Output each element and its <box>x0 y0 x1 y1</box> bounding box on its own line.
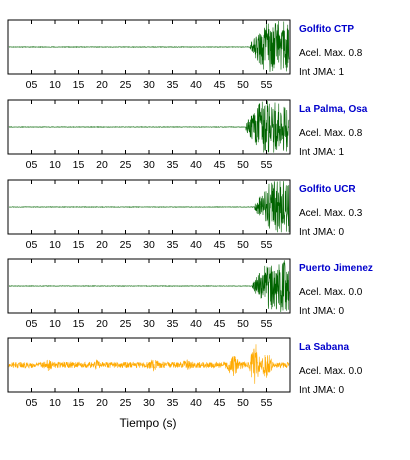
accel-max-label: Acel. Max. 0.8 <box>299 128 363 139</box>
jma-intensity-label: Int JMA: 1 <box>299 147 344 158</box>
x-tick-label: 10 <box>49 239 61 251</box>
x-tick-label: 15 <box>73 318 85 330</box>
x-tick-label: 20 <box>96 239 108 251</box>
x-tick-label: 40 <box>190 79 202 91</box>
x-tick-label: 30 <box>143 159 155 171</box>
x-tick-label: 15 <box>73 397 85 409</box>
panel-4: 05 10 15 20 25 30 35 40 45 50 55 La Sabana Acel. Max… <box>7 337 363 409</box>
jma-intensity-label: Int JMA: 0 <box>299 306 344 317</box>
accel-max-label: Acel. Max. 0.8 <box>299 48 363 59</box>
x-tick-label: 35 <box>167 397 179 409</box>
x-tick-label: 55 <box>261 79 273 91</box>
station-name: Puerto Jimenez <box>299 263 373 274</box>
jma-intensity-label: Int JMA: 0 <box>299 385 344 396</box>
series-trace-3 <box>8 260 290 312</box>
jma-intensity-label: Int JMA: 0 <box>299 227 344 238</box>
panel-2: 05 10 15 20 25 30 35 40 45 50 55 Golfito UCR Acel. M… <box>7 179 363 251</box>
x-tick-label: 20 <box>96 397 108 409</box>
x-tick-label: 50 <box>237 318 249 330</box>
x-tick-label: 30 <box>143 79 155 91</box>
x-tick-label: 25 <box>120 79 132 91</box>
accel-max-label: Acel. Max. 0.3 <box>299 208 363 219</box>
x-tick-label: 50 <box>237 397 249 409</box>
x-tick-label: 40 <box>190 318 202 330</box>
x-tick-label: 50 <box>237 239 249 251</box>
x-tick-label: 15 <box>73 79 85 91</box>
x-tick-label: 05 <box>26 397 38 409</box>
x-tick-label: 40 <box>190 159 202 171</box>
accel-max-label: Acel. Max. 0.0 <box>299 366 363 377</box>
x-tick-label: 30 <box>143 318 155 330</box>
series-trace-4 <box>8 344 290 384</box>
station-name: La Palma, Osa <box>299 104 368 115</box>
station-name: Golfito UCR <box>299 184 356 195</box>
x-tick-label: 25 <box>120 239 132 251</box>
x-tick-label: 20 <box>96 159 108 171</box>
x-tick-label: 40 <box>190 239 202 251</box>
x-tick-label: 50 <box>237 79 249 91</box>
x-tick-label: 25 <box>120 318 132 330</box>
jma-intensity-label: Int JMA: 1 <box>299 67 344 78</box>
x-tick-label: 55 <box>261 159 273 171</box>
x-tick-label: 55 <box>261 239 273 251</box>
station-name: La Sabana <box>299 342 349 353</box>
x-tick-label: 25 <box>120 397 132 409</box>
panel-0: 05 10 15 20 25 30 35 40 45 50 55 Golfito CTP Acel. M… <box>7 19 363 91</box>
x-tick-label: 20 <box>96 79 108 91</box>
x-tick-label: 05 <box>26 79 38 91</box>
x-tick-label: 45 <box>214 239 226 251</box>
x-tick-label: 10 <box>49 318 61 330</box>
panel-3: 05 10 15 20 25 30 35 40 45 50 55 Puerto Jimenez Acel… <box>7 258 373 330</box>
x-tick-label: 10 <box>49 397 61 409</box>
x-tick-label: 30 <box>143 397 155 409</box>
x-tick-label: 40 <box>190 397 202 409</box>
x-tick-label: 05 <box>26 159 38 171</box>
accel-max-label: Acel. Max. 0.0 <box>299 287 363 298</box>
series-trace-1 <box>8 100 290 153</box>
station-name: Golfito CTP <box>299 24 354 35</box>
x-axis-title: Tiempo (s) <box>120 416 177 430</box>
x-tick-label: 05 <box>26 239 38 251</box>
x-tick-label: 55 <box>261 397 273 409</box>
x-tick-label: 35 <box>167 239 179 251</box>
x-tick-label: 45 <box>214 397 226 409</box>
x-tick-label: 15 <box>73 159 85 171</box>
x-tick-label: 35 <box>167 79 179 91</box>
x-tick-label: 45 <box>214 79 226 91</box>
x-tick-label: 05 <box>26 318 38 330</box>
x-tick-label: 30 <box>143 239 155 251</box>
x-tick-label: 10 <box>49 159 61 171</box>
series-trace-0 <box>8 21 290 72</box>
x-tick-label: 35 <box>167 318 179 330</box>
x-tick-label: 55 <box>261 318 273 330</box>
panel-1: 05 10 15 20 25 30 35 40 45 50 55 La Palma, Osa Acel.… <box>7 99 368 171</box>
series-trace-2 <box>8 181 290 233</box>
x-tick-label: 50 <box>237 159 249 171</box>
x-tick-label: 45 <box>214 159 226 171</box>
x-tick-label: 35 <box>167 159 179 171</box>
x-tick-label: 45 <box>214 318 226 330</box>
x-tick-label: 15 <box>73 239 85 251</box>
x-tick-label: 10 <box>49 79 61 91</box>
x-tick-label: 20 <box>96 318 108 330</box>
x-tick-label: 25 <box>120 159 132 171</box>
